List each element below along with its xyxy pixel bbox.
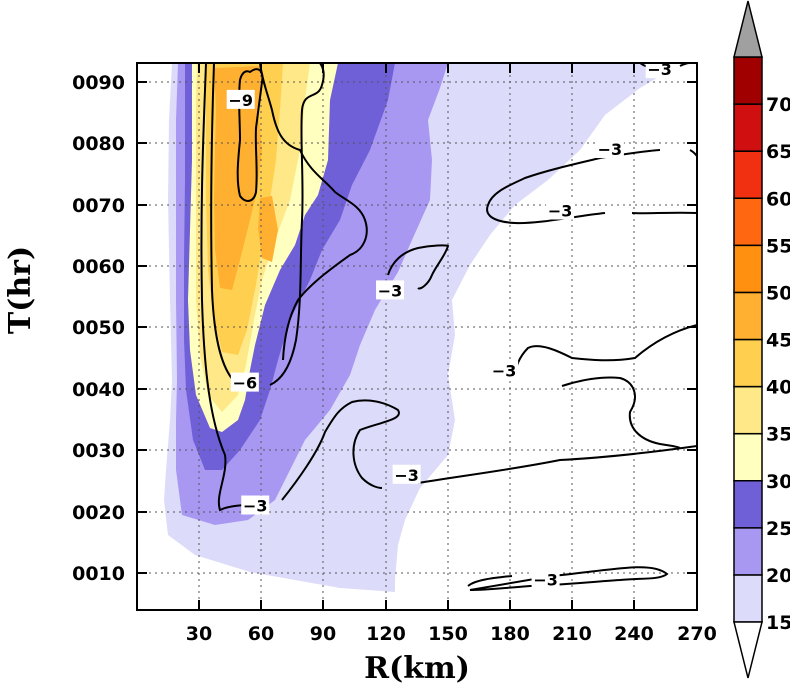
y-axis-ticks: [137, 81, 697, 574]
contour-minus3-upper: [259, 63, 368, 361]
colorbar-label: 35: [766, 424, 790, 446]
colorbar-box: [733, 103, 763, 152]
contour-minus3-south: [467, 566, 669, 591]
colorbar-label: 20: [766, 565, 790, 587]
colorbar-label: 45: [766, 330, 790, 352]
colorbar-labels: 15 20 25 30 35 40 45 50 55 60 65 70: [766, 94, 790, 634]
x-tick-label: 90: [310, 623, 336, 645]
y-tick-label: 0030: [72, 440, 125, 462]
contour-label: −3: [490, 360, 519, 380]
contour-lines: [200, 63, 697, 591]
contour-label: −3: [376, 280, 405, 300]
contour-labels: −9 −6 −3 −3 −3 −3 −3 −3 −3 −3: [226, 59, 674, 589]
contour-label-text: −3: [378, 281, 403, 300]
y-tick-labels: 0010 0020 0030 0040 0050 0060 0070 0080 …: [72, 72, 125, 585]
y-tick-label: 0090: [72, 72, 125, 94]
contour-label-text: −3: [492, 361, 517, 380]
colorbar-label: 60: [766, 188, 790, 210]
colorbar: [733, 0, 763, 679]
colorbar-box: [733, 480, 763, 529]
contour-label-text: −3: [598, 140, 623, 159]
colorbar-over-triangle: [733, 0, 763, 58]
colorbar-box: [733, 432, 763, 482]
x-axis-title: R(km): [364, 651, 470, 686]
contour-minus3-main: [200, 63, 697, 512]
x-tick-label: 30: [186, 623, 212, 645]
colorbar-box: [733, 291, 763, 341]
x-tick-label: 180: [490, 623, 530, 645]
contour-label-text: −3: [394, 466, 419, 485]
y-tick-label: 0040: [72, 379, 125, 401]
contour-label: −3: [392, 464, 421, 485]
x-tick-label: 240: [614, 623, 654, 645]
contour-label-bg: [230, 372, 259, 392]
x-tick-labels: 30 60 90 120 150 180 210 240 270: [186, 623, 717, 645]
contour-label-text: −3: [647, 60, 672, 79]
contour-label-text: −3: [243, 497, 268, 516]
y-tick-label: 0060: [72, 256, 125, 278]
contour-label: −3: [546, 200, 575, 221]
contour-minus3-island: [387, 244, 450, 290]
colorbar-label: 65: [766, 141, 790, 163]
contour-label: −3: [241, 495, 270, 516]
contour-label-bg: [595, 139, 624, 159]
y-tick-label: 0010: [72, 563, 125, 585]
band-45-b: [258, 196, 278, 262]
colorbar-label: 40: [766, 377, 790, 399]
colorbar-box: [733, 56, 763, 105]
colorbar-box: [733, 338, 763, 388]
y-tick-label: 0080: [72, 133, 125, 155]
grid: [137, 63, 697, 610]
contour-label: −6: [230, 372, 259, 393]
y-tick-label: 0020: [72, 502, 125, 524]
contour-label-bg: [546, 200, 575, 220]
colorbar-box: [733, 197, 763, 247]
contour-minus6: [210, 63, 325, 386]
contour-label-text: −3: [533, 570, 558, 589]
colorbar-box: [733, 385, 763, 435]
colorbar-box: [733, 574, 763, 623]
contour-minus9: [236, 68, 264, 202]
contour-minus3-east1: [514, 324, 697, 449]
x-tick-label: 210: [552, 623, 592, 645]
x-tick-label: 150: [428, 623, 468, 645]
y-tick-label: 0070: [72, 195, 125, 217]
contour-label-bg: [226, 89, 255, 109]
y-tick-label: 0050: [72, 317, 125, 339]
y-axis-title: T(hr): [3, 246, 38, 334]
contour-label-text: −9: [228, 91, 253, 110]
contour-label-bg: [531, 569, 560, 589]
colorbar-label: 55: [766, 235, 790, 257]
contour-label-text: −6: [233, 374, 258, 393]
plot-frame: [136, 62, 698, 611]
contour-label-text: −3: [548, 202, 573, 221]
x-tick-label: 60: [248, 623, 274, 645]
x-axis-ticks: [198, 63, 635, 610]
contour-label-bg: [376, 280, 405, 300]
colorbar-label: 70: [766, 94, 790, 116]
colorbar-label: 50: [766, 282, 790, 304]
x-tick-label: 120: [366, 623, 406, 645]
colorbar-label: 15: [766, 612, 790, 634]
contour-label-bg: [241, 495, 270, 515]
contour-label: −3: [595, 139, 624, 159]
contour-label-bg: [490, 360, 519, 380]
contour-label-bg: [392, 464, 421, 484]
colorbar-under-triangle: [733, 621, 763, 679]
colorbar-box: [733, 527, 763, 576]
contour-label: −3: [531, 569, 560, 589]
colorbar-label: 30: [766, 471, 790, 493]
x-tick-label: 270: [677, 623, 717, 645]
colorbar-box: [733, 150, 763, 200]
colorbar-label: 25: [766, 518, 790, 540]
colorbar-box: [733, 244, 763, 294]
contour-label: −9: [226, 89, 255, 110]
